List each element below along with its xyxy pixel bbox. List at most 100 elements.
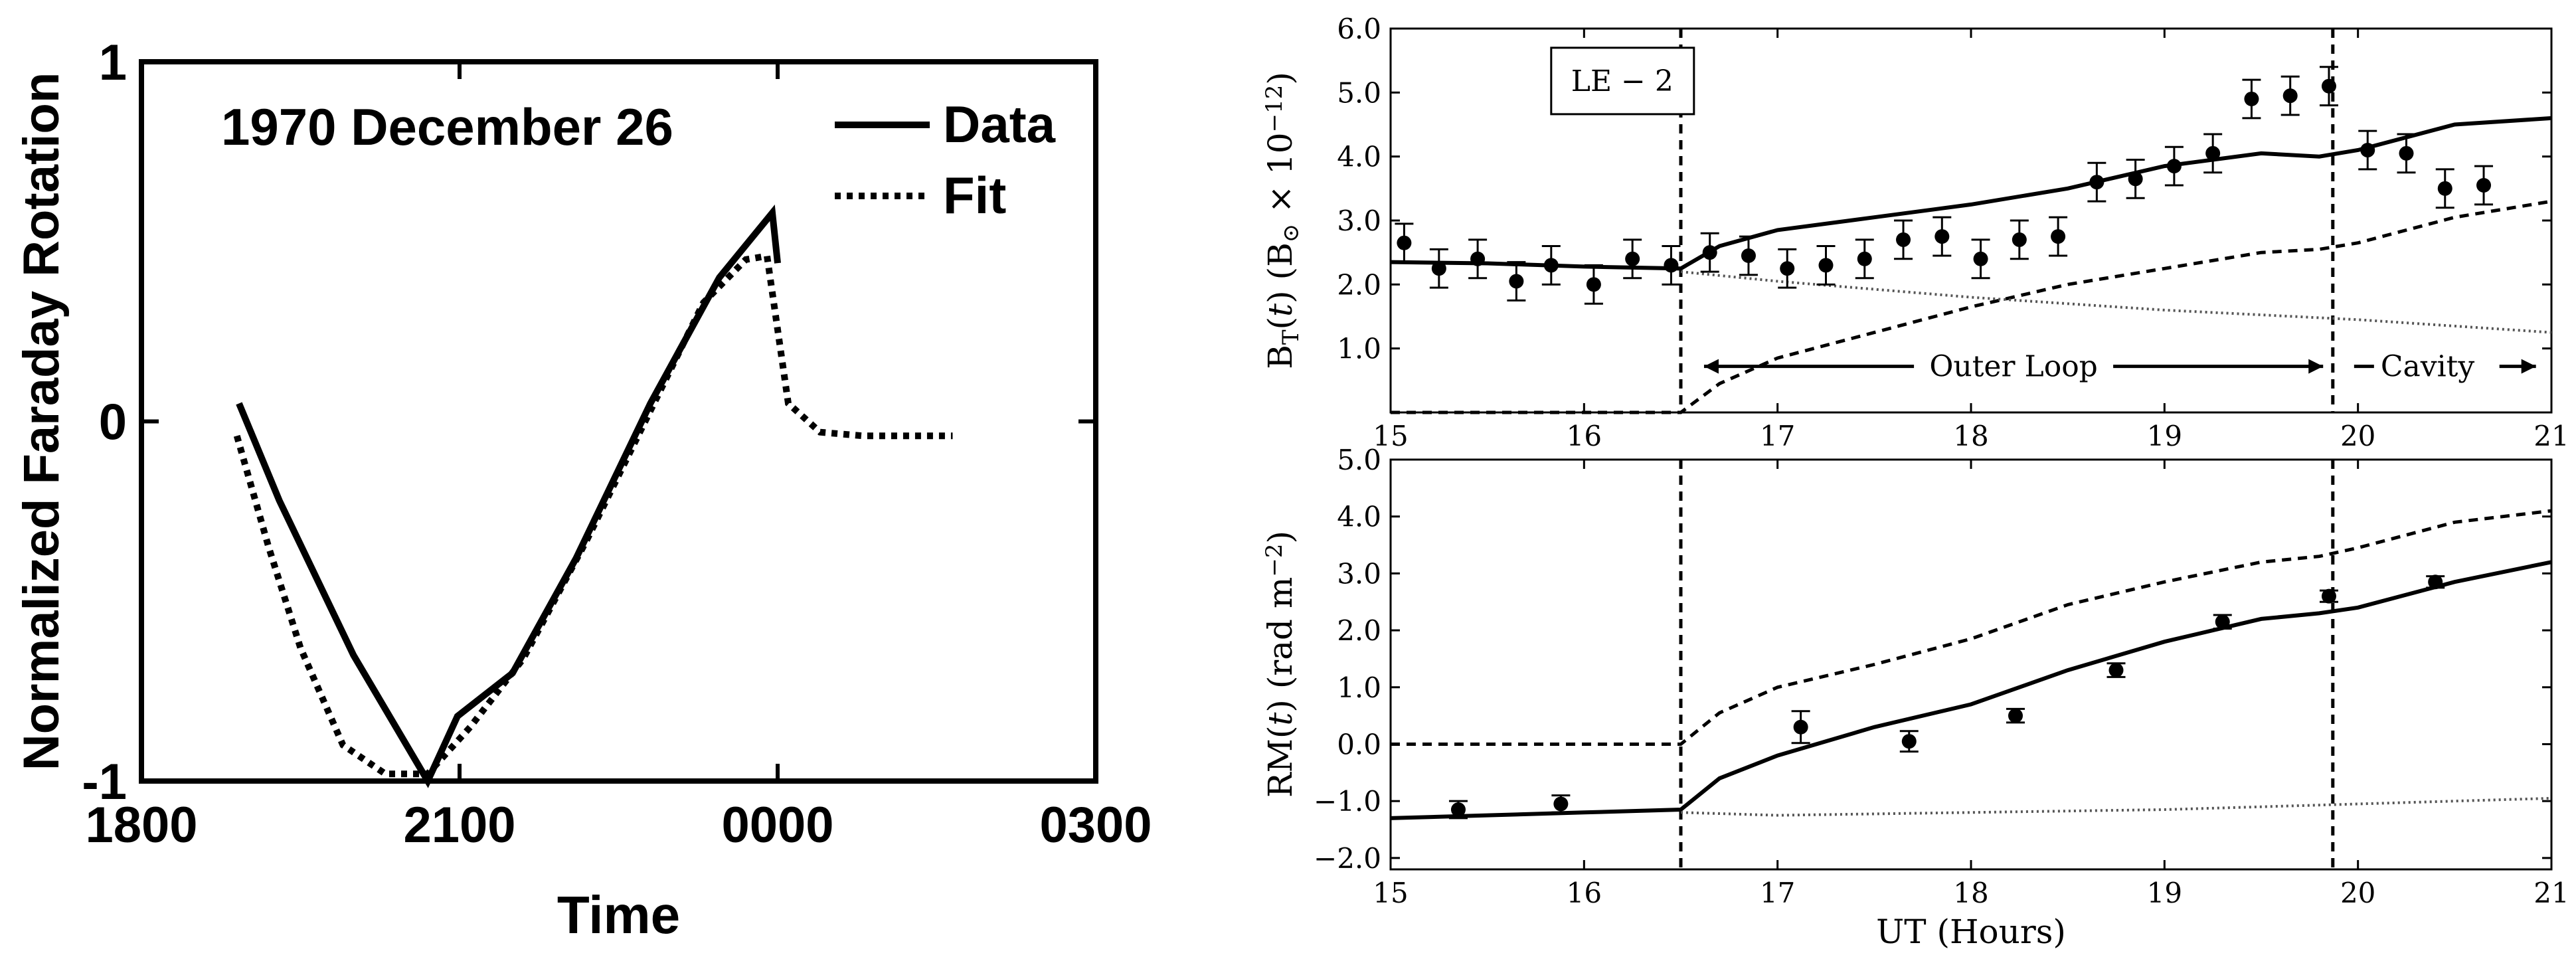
- x-tick-label: 21: [2533, 877, 2569, 909]
- y-axis-label-part: t: [1261, 303, 1300, 317]
- x-tick-label: 0300: [1039, 797, 1152, 853]
- y-axis-label-part: −12: [1261, 85, 1288, 133]
- x-tick-label: 20: [2340, 877, 2375, 909]
- data-point: [1586, 277, 1601, 292]
- y-tick-label: 0: [99, 395, 127, 451]
- data-point: [2108, 663, 2124, 678]
- data-point: [2321, 78, 2336, 94]
- data-point: [2428, 574, 2443, 590]
- data-point: [1857, 251, 1872, 266]
- data-point: [1702, 245, 1717, 260]
- data-point: [2166, 159, 2182, 174]
- data-point: [2008, 708, 2023, 723]
- data-point: [1896, 232, 1911, 247]
- y-tick-label: 1.0: [1337, 671, 1381, 704]
- y-axis-label-part: −2: [1261, 544, 1288, 577]
- data-point: [2437, 181, 2452, 196]
- data-point: [1509, 274, 1524, 289]
- series-total-line: [1390, 560, 2552, 820]
- annotation-box: [1550, 46, 1695, 116]
- data-point: [2012, 232, 2027, 247]
- data-point: [1470, 251, 1486, 266]
- data-point: [2244, 91, 2259, 106]
- data-point: [1818, 258, 1834, 273]
- data-point: [1450, 802, 1466, 818]
- bt-field-chart: 15 16 17 18 19 20 21 1.0 2.0 3.0 4.0 5.0 6.0 BT(t) (B…: [1261, 13, 2569, 452]
- outer-loop-label-bg: [1921, 345, 2107, 383]
- series-total-line: [1390, 116, 2552, 271]
- x-axis-label: Time: [557, 885, 680, 944]
- y-axis-label: BT(t) (B⊙ × 10−12): [1261, 72, 1304, 369]
- series-background-line: [1680, 270, 2552, 334]
- y-tick-label: 4.0: [1337, 501, 1381, 533]
- y-axis-label-part: ) (B: [1261, 242, 1300, 304]
- data-point: [1901, 734, 1917, 749]
- x-axis-label: UT (Hours): [1876, 913, 2066, 951]
- y-axis-label-part: T: [1278, 329, 1304, 345]
- x-tick-label: 18: [1953, 420, 1988, 452]
- y-tick-label: 1.0: [1337, 333, 1381, 365]
- legend-label-fit: Fit: [943, 166, 1006, 224]
- x-tick-label: 16: [1567, 877, 1602, 909]
- data-point: [1625, 251, 1640, 266]
- x-tick-label: 16: [1567, 420, 1602, 452]
- data-point: [2321, 588, 2336, 604]
- y-axis-label-part: (: [1261, 317, 1300, 330]
- data-point: [1431, 261, 1446, 276]
- data-point: [1793, 719, 1808, 735]
- x-tick-label: 2100: [403, 797, 515, 853]
- data-point: [2089, 175, 2104, 190]
- data-point: [1553, 796, 1569, 812]
- data-point: [1543, 258, 1559, 273]
- x-tick-label: 21: [2533, 420, 2569, 452]
- outer-loop-label: Outer Loop: [1929, 350, 2098, 384]
- x-tick-label: 19: [2147, 420, 2182, 452]
- y-tick-label: −1.0: [1314, 785, 1381, 818]
- y-axis-label-part: t: [1261, 712, 1300, 726]
- data-point: [1664, 258, 1679, 273]
- series-fit-line: [233, 252, 953, 778]
- data-point: [2205, 145, 2221, 161]
- chart-title: 1970 December 26: [221, 98, 673, 156]
- data-point: [2360, 143, 2375, 158]
- data-point: [1973, 251, 1988, 266]
- faraday-rotation-chart: 1800 2100 0000 0300 1 0 -1 Time Normalized Farad…: [13, 35, 1152, 944]
- cavity-label: Cavity: [2381, 350, 2475, 384]
- x-tick-label: 1800: [85, 797, 197, 853]
- y-axis-label: RM(t) (rad m−2): [1261, 531, 1300, 798]
- series-outer-loop-line: [1391, 199, 2552, 414]
- data-point: [2399, 145, 2414, 161]
- annotation-box-label: LE − 2: [1571, 64, 1674, 98]
- y-axis-label: Normalized Faraday Rotation: [13, 72, 70, 771]
- y-tick-label: 2.0: [1337, 268, 1381, 301]
- data-point: [2215, 614, 2230, 630]
- data-point: [2128, 171, 2143, 187]
- y-axis-label-part: ): [1261, 531, 1300, 544]
- x-tick-label: 19: [2147, 877, 2182, 909]
- series-background-line: [1680, 796, 2552, 817]
- y-tick-label: 3.0: [1337, 205, 1381, 237]
- x-tick-label: 15: [1373, 420, 1408, 452]
- data-point: [1780, 261, 1795, 276]
- x-tick-label: 0000: [721, 797, 833, 853]
- y-axis-label-part: B: [1261, 345, 1300, 369]
- arrowhead-left: [1703, 359, 1719, 374]
- data-point: [1741, 248, 1756, 263]
- y-tick-label: 1: [99, 35, 127, 91]
- y-tick-label: 6.0: [1337, 13, 1381, 45]
- data-point: [2476, 178, 2492, 193]
- y-tick-label: 4.0: [1337, 141, 1381, 173]
- x-tick-label: 17: [1760, 420, 1795, 452]
- y-tick-label: 2.0: [1337, 614, 1381, 647]
- y-axis-label-part: RM(: [1261, 726, 1300, 798]
- rotation-measure-chart: 15 16 17 18 19 20 21 −2.0 −1.0 0.0 1.0 2.0 3.0 4.0 5.0…: [1261, 444, 2569, 951]
- y-tick-label: 0.0: [1337, 728, 1381, 760]
- data-point: [2051, 229, 2066, 244]
- y-tick-label: −2.0: [1314, 842, 1381, 875]
- data-point: [1934, 229, 1950, 244]
- x-tick-label: 17: [1760, 877, 1795, 909]
- y-axis-label-part: ⊙: [1278, 224, 1304, 243]
- y-axis-label-part: × 10: [1261, 132, 1300, 223]
- arrowhead-right: [2308, 359, 2324, 374]
